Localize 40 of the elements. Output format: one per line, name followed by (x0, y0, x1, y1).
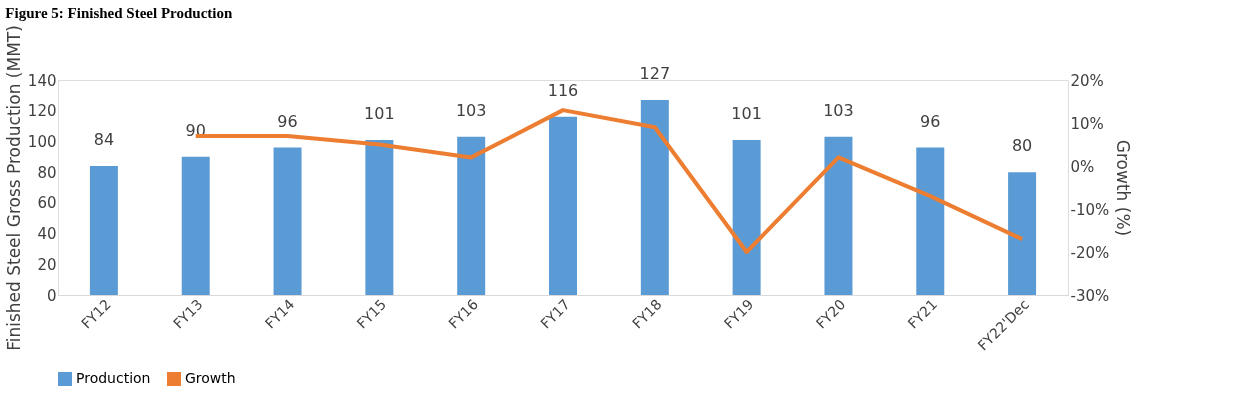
bar (640, 99, 669, 295)
text: 96 (277, 111, 298, 131)
y-tick-label: 140 (27, 71, 57, 90)
bar (365, 139, 394, 295)
text: 101 (364, 103, 395, 123)
y2-tick-label: -20% (1070, 243, 1110, 262)
bar (273, 147, 302, 295)
y-tick-label: 60 (37, 194, 57, 213)
bar (457, 136, 486, 295)
text: 80 (1011, 136, 1033, 156)
chart-title: Figure 5: Finished Steel Production (5, 4, 233, 21)
bar (549, 116, 577, 295)
y2-tick-label: 0% (1070, 157, 1095, 176)
y-tick-label: 20 (37, 255, 57, 274)
text: 84 (93, 130, 115, 149)
text: 96 (920, 111, 941, 131)
bar (824, 136, 853, 295)
y-tick-label: 0 (46, 286, 57, 305)
text: 103 (455, 100, 487, 120)
text: 127 (639, 63, 671, 83)
y-tick-label: 80 (37, 163, 57, 182)
bar (1008, 172, 1037, 295)
text: 116 (547, 80, 579, 100)
y-tick-label: 120 (27, 102, 57, 121)
bar (916, 147, 945, 295)
y2-tick-label: -30% (1070, 286, 1110, 305)
y-tick-label: 40 (37, 225, 57, 244)
legend-label: Production (76, 370, 151, 386)
y2-tick-label: 20% (1070, 71, 1104, 90)
bar (732, 139, 761, 295)
y2-tick-label: -10% (1070, 200, 1110, 219)
bar (89, 166, 118, 295)
bar (181, 156, 210, 295)
y-tick-label: 100 (27, 132, 57, 151)
y-axis-title: Finished Steel Gross Production (MMT) (3, 25, 24, 351)
legend-label: Growth (185, 370, 236, 386)
y2-axis-title: Growth (%) (1113, 139, 1134, 237)
text: 101 (731, 103, 762, 123)
y2-tick-label: 10% (1070, 114, 1104, 133)
text: 103 (823, 100, 854, 120)
